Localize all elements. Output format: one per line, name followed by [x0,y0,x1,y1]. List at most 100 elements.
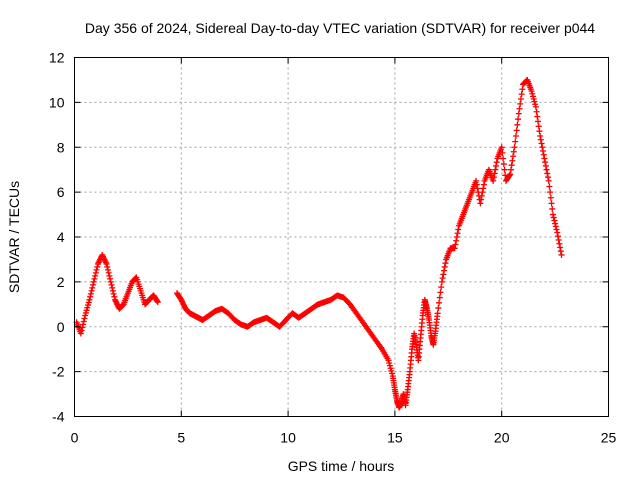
data-point [105,269,112,276]
data-point [557,244,564,251]
y-tick-label: -2 [52,364,65,380]
x-axis-label: GPS time / hours [288,458,395,474]
data-point [537,133,544,140]
data-point [511,144,518,151]
data-point [78,327,85,334]
data-point [493,162,500,169]
data-point [542,162,549,169]
data-point [515,110,522,117]
data-point [538,140,545,147]
data-point [442,260,449,267]
x-tick-label: 20 [494,430,510,446]
data-point [519,86,526,93]
data-point [451,245,458,252]
data-point [510,153,517,160]
data-point [513,127,520,134]
data-point [454,230,461,237]
data-point [542,159,549,166]
data-point [452,241,459,248]
data-point [518,91,525,98]
chart-title: Day 356 of 2024, Sidereal Day-to-day VTE… [85,20,595,36]
data-point [109,284,116,291]
data-point [107,278,114,285]
data-point [434,310,441,317]
data-point [479,189,486,196]
data-point [535,118,542,125]
data-point [492,166,499,173]
data-point [543,166,550,173]
y-tick-label: 6 [57,184,65,200]
data-point [79,324,86,331]
data-point [453,234,460,240]
data-point [438,284,445,291]
data-point [547,189,554,196]
data-point [435,305,442,312]
data-point [106,272,113,279]
data-point [555,236,562,243]
data-point [549,211,556,218]
data-point [534,113,541,120]
data-point [440,271,447,278]
data-point [103,260,110,267]
data-point [500,161,507,168]
data-point [80,321,87,328]
data-point [501,166,508,173]
y-tick-label: 4 [57,229,65,245]
data-point [437,289,444,296]
y-tick-label: -4 [52,409,65,425]
data-point [558,251,565,258]
data-point [87,290,94,297]
data-point [551,217,558,224]
x-tick-label: 0 [71,430,79,446]
data-point [539,147,546,154]
data-point [544,170,551,177]
data-point [77,330,84,337]
data-point [110,290,117,297]
data-point [535,123,542,130]
data-point [490,177,497,184]
data-point [493,159,500,166]
data-point [512,138,519,145]
x-tick-label: 10 [280,430,296,446]
data-point [455,226,462,233]
data-point [107,275,114,282]
data-point [547,194,554,201]
data-point [552,223,559,230]
data-point [86,296,93,303]
data-point [92,269,99,276]
data-point [92,272,99,279]
data-point [541,155,548,162]
data-point [436,294,443,301]
data-point [500,155,507,162]
y-axis-label: SDTVAR / TECUs [6,181,22,293]
data-point [537,136,544,143]
x-tick-label: 15 [387,430,403,446]
data-point [536,128,543,135]
data-point [548,200,555,207]
data-point [90,278,97,285]
axis-tick-labels: 0 5 10 15 20 25 -4 -2 0 2 4 6 8 10 12 [49,50,617,446]
data-point [441,263,448,270]
data-point [111,293,118,300]
data-point [478,192,485,199]
data-points [73,76,565,411]
data-point [491,170,498,177]
data-point [507,171,514,178]
data-point [546,183,553,190]
data-point [108,281,115,288]
data-point [550,214,557,221]
data-point [539,144,546,151]
data-point [104,263,111,270]
data-point [508,162,515,169]
data-point [477,200,484,207]
data-point [532,103,539,110]
data-point [549,205,556,212]
data-point [533,108,540,115]
data-point [480,181,487,188]
data-point [506,172,513,179]
data-point [510,148,517,155]
y-tick-label: 10 [49,94,65,110]
data-point [552,220,559,227]
data-point [93,266,100,273]
